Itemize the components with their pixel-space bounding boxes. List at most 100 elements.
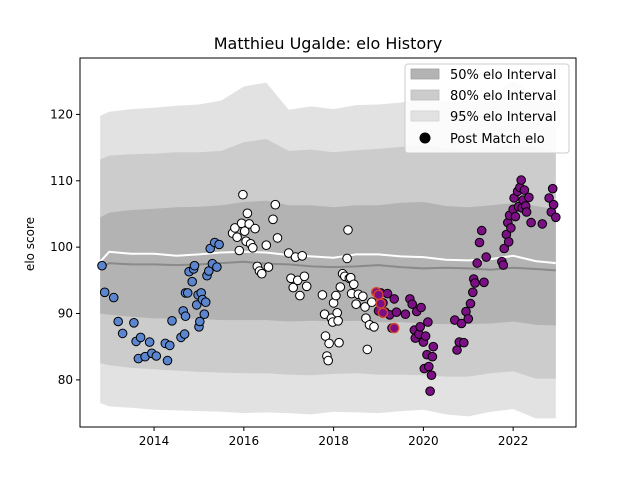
elo-point-series-3 bbox=[456, 318, 467, 329]
legend-box bbox=[404, 63, 570, 154]
elo-point-series-2 bbox=[342, 253, 352, 264]
elo-point-series-2 bbox=[288, 282, 299, 293]
elo-point-series-3 bbox=[452, 345, 462, 355]
legend-label-95: 95% elo Interval bbox=[450, 110, 557, 125]
elo-point-series-3 bbox=[521, 207, 532, 217]
elo-point-series-2 bbox=[351, 299, 361, 310]
elo-point-series-3 bbox=[519, 185, 530, 195]
elo-point-series-3 bbox=[537, 219, 548, 229]
legend-label-50: 50% elo Interval bbox=[450, 68, 557, 83]
elo-point-series-2 bbox=[261, 240, 272, 250]
elo-point-series-2 bbox=[248, 243, 258, 253]
elo-point-series-2 bbox=[295, 290, 305, 301]
elo-point-series-3 bbox=[428, 341, 439, 352]
elo-point-series-3 bbox=[498, 260, 509, 270]
elo-point-series-2 bbox=[250, 223, 260, 234]
elo-point-series-3 bbox=[425, 386, 435, 397]
elo-point-series-1 bbox=[108, 292, 119, 303]
legend-swatch-95 bbox=[410, 110, 440, 122]
elo-point-series-2 bbox=[297, 251, 308, 261]
elo-point-series-3 bbox=[524, 192, 534, 203]
elo-point-series-1 bbox=[189, 260, 200, 271]
elo-point-series-2 bbox=[324, 338, 334, 349]
elo-point-series-3 bbox=[499, 243, 510, 254]
elo-point-series-1 bbox=[200, 297, 211, 308]
elo-point-series-2 bbox=[332, 308, 343, 318]
elo-point-series-3 bbox=[389, 294, 400, 304]
elo-point-series-1 bbox=[97, 260, 107, 271]
chart-title: Matthieu Ugalde: elo History bbox=[214, 34, 443, 53]
median-elo-line bbox=[99, 260, 556, 272]
elo-point-series-2 bbox=[270, 199, 281, 210]
elo-point-series-1 bbox=[187, 276, 197, 287]
elo-point-series-3 bbox=[516, 175, 527, 185]
elo-point-series-2 bbox=[334, 337, 344, 348]
elo-point-series-2 bbox=[343, 225, 353, 235]
elo-point-series-3 bbox=[551, 212, 561, 223]
elo-point-series-3 bbox=[503, 237, 514, 247]
elo-point-series-3 bbox=[420, 331, 431, 341]
plot-frame bbox=[79, 57, 577, 428]
elo-point-series-3 bbox=[400, 309, 411, 320]
elo-point-series-1 bbox=[113, 316, 123, 327]
interval-bands bbox=[100, 81, 556, 419]
y-axis: 80 90 100 110 120 bbox=[50, 107, 80, 387]
elo-point-series-1 bbox=[99, 287, 110, 298]
elo-point-series-1 bbox=[212, 262, 222, 272]
x-tick-label: 2022 bbox=[498, 434, 529, 448]
elo-point-series-1 bbox=[151, 351, 162, 361]
elo-point-series-1 bbox=[180, 311, 191, 322]
elo-point-series-1 bbox=[117, 328, 128, 339]
elo-point-series-1 bbox=[135, 332, 146, 343]
elo-point-series-2 bbox=[272, 233, 283, 243]
elo-point-series-2 bbox=[230, 223, 240, 233]
elo-point-highlighted bbox=[375, 298, 387, 309]
elo-point-series-3 bbox=[465, 298, 476, 309]
elo-point-series-2 bbox=[234, 245, 245, 256]
elo-point-series-2 bbox=[360, 302, 370, 312]
elo-point-series-3 bbox=[510, 211, 521, 222]
elo-point-series-2 bbox=[301, 281, 312, 292]
elo-point-series-3 bbox=[468, 287, 478, 298]
elo-point-highlighted bbox=[377, 307, 389, 319]
y-axis-label: elo score bbox=[23, 217, 37, 271]
y-tick-label: 100 bbox=[50, 240, 73, 254]
legend-label-80: 80% elo Interval bbox=[450, 89, 557, 104]
elo-point-series-2 bbox=[232, 232, 242, 242]
x-tick-label: 2014 bbox=[139, 434, 170, 448]
elo-point-series-1 bbox=[165, 340, 175, 351]
elo-point-series-3 bbox=[459, 337, 469, 348]
elo-point-series-3 bbox=[548, 199, 559, 210]
elo-point-series-3 bbox=[476, 225, 487, 236]
elo-point-series-3 bbox=[426, 370, 437, 381]
elo-point-highlighted bbox=[388, 322, 400, 334]
x-tick-label: 2020 bbox=[408, 434, 439, 448]
elo-point-series-1 bbox=[144, 337, 155, 347]
elo-point-series-1 bbox=[191, 300, 202, 310]
y-tick-label: 110 bbox=[50, 174, 73, 188]
elo-point-series-3 bbox=[481, 252, 492, 262]
elo-point-series-2 bbox=[358, 291, 368, 302]
elo-point-series-2 bbox=[369, 322, 379, 332]
y-tick-label: 90 bbox=[58, 307, 73, 321]
elo-point-series-2 bbox=[323, 355, 334, 366]
elo-point-series-1 bbox=[162, 355, 173, 366]
x-tick-label: 2018 bbox=[318, 434, 349, 448]
elo-point-series-2 bbox=[335, 282, 346, 292]
elo-point-series-2 bbox=[257, 268, 267, 279]
elo-point-series-3 bbox=[427, 351, 438, 362]
elo-point-series-1 bbox=[129, 318, 139, 328]
elo-point-highlighted bbox=[373, 289, 384, 301]
y-tick-label: 80 bbox=[58, 373, 73, 387]
elo-point-series-2 bbox=[367, 297, 377, 308]
x-tick-label: 2016 bbox=[229, 434, 260, 448]
y-tick-label: 120 bbox=[50, 107, 73, 121]
elo-point-series-1 bbox=[214, 239, 224, 250]
elo-point-series-1 bbox=[167, 316, 177, 326]
elo-point-series-3 bbox=[415, 322, 426, 332]
elo-point-series-2 bbox=[242, 208, 253, 219]
elo-point-series-1 bbox=[182, 288, 193, 298]
legend-swatch-50 bbox=[410, 68, 440, 80]
elo-point-series-2 bbox=[238, 189, 248, 200]
elo-point-series-3 bbox=[463, 314, 474, 324]
